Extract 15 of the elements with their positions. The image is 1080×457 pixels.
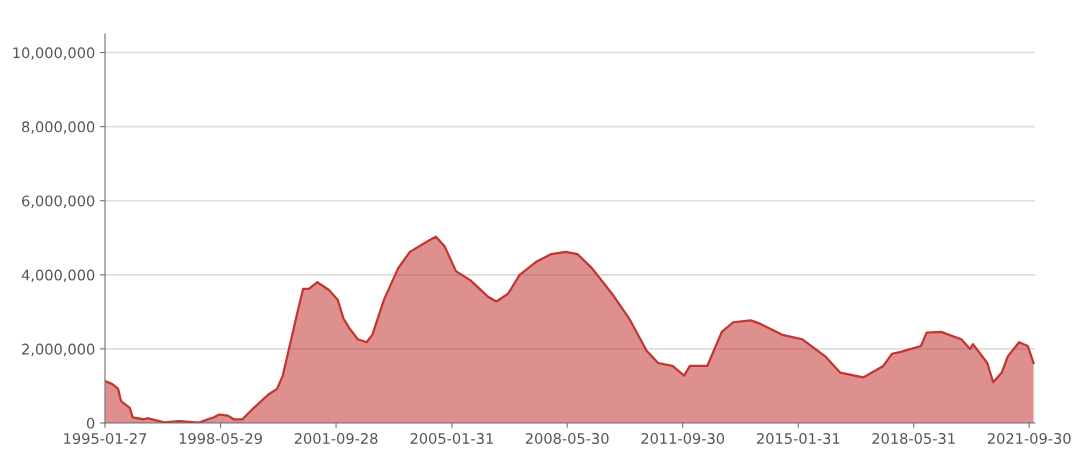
y-tick-label: 10,000,000: [13, 47, 95, 60]
x-tick-label: 2021-09-30: [987, 432, 1071, 445]
y-tick-label: 0: [86, 417, 95, 429]
x-tick-label: 1998-05-29: [179, 432, 262, 445]
x-tick-label: 2008-05-30: [525, 432, 609, 445]
y-tick-label: 2,000,000: [22, 343, 95, 357]
x-tick-label: 2005-01-31: [410, 432, 493, 445]
y-tick-label: 4,000,000: [21, 269, 95, 283]
x-tick-label: 1995-01-27: [64, 432, 147, 445]
x-tick-label: 2011-09-30: [641, 432, 725, 445]
x-tick-label: 2015-01-31: [757, 432, 840, 445]
y-tick-label: 8,000,000: [22, 121, 95, 134]
x-tick-label: 2001-09-28: [294, 432, 378, 445]
y-tick-label: 6,000,000: [22, 195, 95, 208]
x-tick-label: 2018-05-31: [872, 432, 955, 445]
